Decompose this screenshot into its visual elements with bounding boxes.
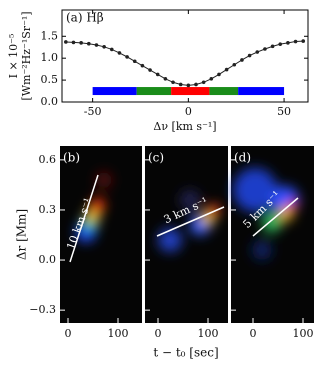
data-point [263,47,267,51]
y-tick-label: 1.5 [41,29,59,42]
data-point [163,76,168,81]
data-point [224,67,229,72]
image-blob [233,168,277,212]
image-blob [262,212,282,232]
data-point [71,40,76,45]
image-blob [96,172,112,188]
y-tick-label: 0.3 [39,203,57,216]
data-point [117,51,122,55]
data-point [102,45,106,49]
slope-line [156,206,225,237]
annotation: (a) Hβ [66,11,104,25]
data-point [148,68,152,72]
color-band [136,87,172,96]
data-point [301,39,306,43]
data-point [194,82,198,87]
panel-label: (c) [148,151,164,165]
image-content [76,172,112,242]
data-point [94,43,99,47]
data-point [140,63,145,68]
image-blob [252,240,272,260]
data-point [186,83,191,88]
x-tick-label: -50 [84,105,102,118]
data-point [240,58,244,62]
data-point [79,41,83,45]
x-axis-label: Δν [km s⁻¹] [153,120,216,133]
x-tick-label: 0 [250,327,257,340]
panel-label: (d) [234,151,251,165]
x-tick-label: 100 [293,327,314,340]
data-point [201,80,206,85]
x-tick-label: 0 [155,327,162,340]
image-blob [287,201,297,211]
x-tick-label: 0 [65,327,72,340]
y-axis-label: I × 10⁻⁵ [7,34,20,79]
data-point [286,41,290,45]
y-axis-label: Δr [Mm] [15,209,29,260]
data-point [278,42,283,46]
data-point [109,47,114,52]
image-content [233,168,299,260]
y-axis-label: [Wm⁻²Hz⁻¹Sr⁻¹] [20,11,33,100]
data-point [64,40,68,44]
x-axis-label: t − t₀ [sec] [153,346,218,360]
x-tick-label: 100 [198,327,219,340]
data-point [293,39,298,44]
data-point [232,62,237,67]
data-point [132,59,137,64]
data-point [247,53,252,58]
data-point [87,41,91,46]
x-tick-label: 0 [185,105,192,118]
data-point [270,44,275,49]
profile-line [65,40,304,86]
data-point [217,72,221,77]
image-panel [145,146,228,323]
color-band [92,87,137,96]
y-tick-label: 0.5 [41,73,59,86]
image-blob [158,228,182,252]
data-point [209,76,214,81]
y-tick-label: 0.0 [41,95,59,108]
data-point [178,82,183,87]
y-tick-label: 0.6 [39,153,57,166]
data-point [125,55,129,59]
color-band [238,87,285,96]
slope-line [69,174,99,263]
image-blob [91,198,105,212]
color-band [209,87,239,96]
x-tick-label: 50 [277,105,291,118]
plot-frame [61,9,309,103]
data-point [155,72,160,77]
x-tick-label: 100 [108,327,129,340]
data-point [255,50,260,54]
slope-line [252,197,299,237]
image-blob [180,190,200,210]
color-band [171,87,210,96]
y-tick-label: 1.0 [41,51,59,64]
panel-label: (b) [63,151,80,165]
y-tick-label: 0.0 [39,253,57,266]
y-tick-label: −0.3 [29,303,56,316]
data-point [171,80,175,85]
